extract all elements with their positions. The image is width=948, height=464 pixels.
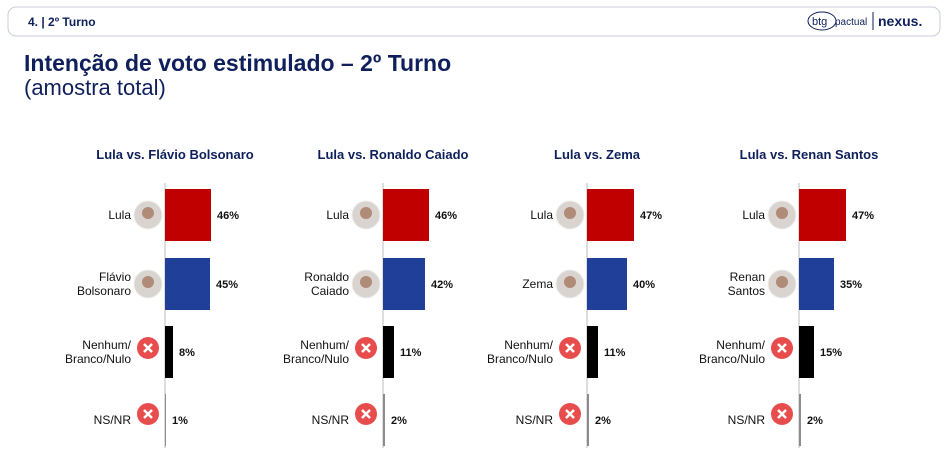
logo-brand: nexus. xyxy=(878,13,922,29)
category-label: Lula xyxy=(530,208,553,222)
value-label: 15% xyxy=(820,347,842,359)
bar xyxy=(165,258,210,310)
value-label: 46% xyxy=(435,210,457,222)
bar xyxy=(383,189,429,241)
header-frame xyxy=(7,6,941,37)
x-icon-cross xyxy=(361,409,371,419)
bar xyxy=(383,326,394,378)
category-label: NS/NR xyxy=(728,413,766,427)
category-label: Renan Santos xyxy=(728,270,765,298)
chart-title: Lula vs. Zema xyxy=(554,147,641,162)
bar xyxy=(799,258,834,310)
x-icon-cross xyxy=(565,343,575,353)
slide-title: Intenção de voto estimulado – 2º Turno xyxy=(24,50,451,76)
chart-title: Lula vs. Ronaldo Caiado xyxy=(318,147,469,162)
section-label: 4. | 2º Turno xyxy=(28,15,96,29)
value-label: 8% xyxy=(179,347,195,359)
bar xyxy=(383,258,425,310)
bar xyxy=(383,394,385,446)
value-label: 11% xyxy=(604,347,626,359)
photo-face xyxy=(360,276,372,288)
bar xyxy=(799,326,814,378)
photo-face xyxy=(564,276,576,288)
category-label: Nenhum/Branco/Nulo xyxy=(487,338,554,366)
bar xyxy=(165,394,166,446)
chart-title: Lula vs. Flávio Bolsonaro xyxy=(96,147,254,162)
value-label: 42% xyxy=(431,279,453,291)
x-icon-cross xyxy=(777,409,787,419)
category-label: Nenhum/Branco/Nulo xyxy=(65,338,132,366)
bar xyxy=(799,189,846,241)
photo-face xyxy=(776,276,788,288)
photo-face xyxy=(360,207,372,219)
bar xyxy=(587,258,627,310)
logo-mark: btg xyxy=(812,16,827,28)
bar xyxy=(587,189,634,241)
bar xyxy=(587,394,589,446)
logo-sub: pactual xyxy=(835,17,867,28)
logo-ring xyxy=(807,11,837,31)
value-label: 2% xyxy=(391,415,407,427)
x-icon-cross xyxy=(143,343,153,353)
category-label: Nenhum/Branco/Nulo xyxy=(699,338,766,366)
value-label: 47% xyxy=(852,210,874,222)
category-label: Lula xyxy=(326,208,349,222)
category-label: Lula xyxy=(108,208,131,222)
x-icon-cross xyxy=(143,409,153,419)
category-label: NS/NR xyxy=(94,413,132,427)
category-label: Zema xyxy=(522,277,553,291)
value-label: 45% xyxy=(216,279,238,291)
category-label: Ronaldo Caiado xyxy=(304,270,349,298)
value-label: 40% xyxy=(633,279,655,291)
value-label: 2% xyxy=(807,415,823,427)
category-label: Flávio Bolsonaro xyxy=(77,270,131,298)
category-label: NS/NR xyxy=(516,413,554,427)
category-label: Lula xyxy=(742,208,765,222)
photo-face xyxy=(142,276,154,288)
photo-face xyxy=(776,207,788,219)
bar xyxy=(587,326,598,378)
photo-face xyxy=(564,207,576,219)
category-label: Nenhum/Branco/Nulo xyxy=(283,338,350,366)
value-label: 11% xyxy=(400,347,422,359)
value-label: 47% xyxy=(640,210,662,222)
x-icon-cross xyxy=(361,343,371,353)
category-label: NS/NR xyxy=(312,413,350,427)
chart-title: Lula vs. Renan Santos xyxy=(740,147,879,162)
slide-subtitle: (amostra total) xyxy=(24,75,166,100)
value-label: 1% xyxy=(172,415,188,427)
photo-face xyxy=(142,207,154,219)
value-label: 2% xyxy=(595,415,611,427)
x-icon-cross xyxy=(565,409,575,419)
bar xyxy=(165,189,211,241)
x-icon-cross xyxy=(777,343,787,353)
value-label: 35% xyxy=(840,279,862,291)
value-label: 46% xyxy=(217,210,239,222)
bar xyxy=(799,394,801,446)
bar xyxy=(165,326,173,378)
